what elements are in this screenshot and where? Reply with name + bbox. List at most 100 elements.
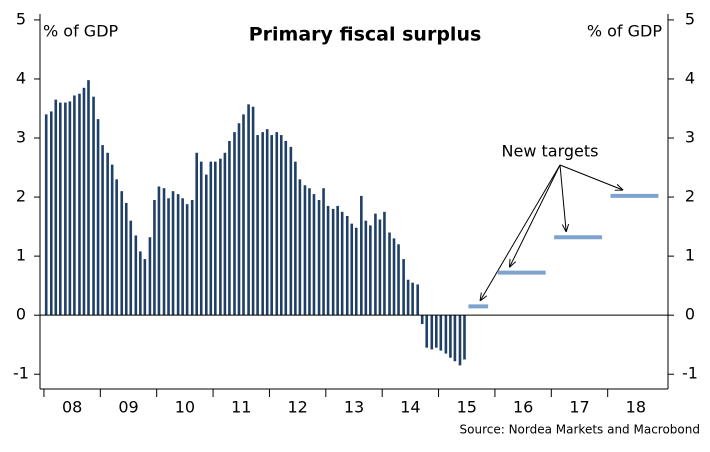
bar bbox=[449, 315, 452, 358]
bar bbox=[340, 211, 344, 316]
bar bbox=[64, 102, 67, 316]
x-tick-label: 09 bbox=[118, 398, 138, 417]
bar bbox=[115, 179, 118, 316]
bar bbox=[392, 238, 396, 316]
y-tick-label: 1 bbox=[685, 246, 695, 265]
bar bbox=[205, 174, 208, 316]
bar bbox=[265, 129, 269, 316]
bar bbox=[336, 205, 339, 316]
bar bbox=[58, 102, 62, 316]
bar bbox=[279, 135, 283, 316]
bar bbox=[110, 164, 114, 316]
bar bbox=[402, 259, 405, 316]
y-axis-label: % of GDP bbox=[587, 22, 663, 41]
bar bbox=[185, 204, 189, 316]
bar bbox=[289, 146, 293, 316]
bar bbox=[171, 191, 175, 316]
bar bbox=[233, 132, 236, 316]
bar bbox=[458, 315, 462, 366]
bar bbox=[73, 95, 76, 316]
bar bbox=[134, 235, 138, 316]
bar bbox=[331, 208, 335, 316]
x-tick-label: 18 bbox=[626, 398, 646, 417]
bar bbox=[129, 220, 133, 316]
chart-title: Primary fiscal surplus bbox=[249, 24, 482, 46]
bar bbox=[354, 227, 358, 316]
y-tick-label: 5 bbox=[685, 9, 695, 28]
bar bbox=[317, 200, 321, 316]
bar bbox=[406, 279, 410, 316]
bar bbox=[430, 315, 434, 350]
bar bbox=[444, 315, 448, 354]
bar bbox=[228, 140, 231, 316]
bar bbox=[345, 215, 349, 316]
y-tick-label: 0 bbox=[16, 305, 26, 324]
bar bbox=[92, 96, 95, 316]
x-tick-label: 13 bbox=[344, 398, 364, 417]
bar bbox=[350, 223, 354, 316]
bar bbox=[439, 315, 443, 351]
bar bbox=[378, 219, 382, 316]
bar bbox=[96, 119, 100, 316]
y-axis-label: % of GDP bbox=[43, 22, 119, 41]
bar bbox=[308, 188, 311, 316]
y-tick-label: 4 bbox=[685, 68, 695, 87]
bar bbox=[425, 315, 429, 348]
bar bbox=[101, 145, 104, 316]
x-tick-label: 11 bbox=[231, 398, 251, 417]
bar bbox=[312, 194, 316, 316]
x-tick-label: 14 bbox=[400, 398, 420, 417]
x-tick-label: 15 bbox=[457, 398, 477, 417]
bar bbox=[416, 284, 420, 316]
arrow bbox=[510, 164, 561, 267]
bar bbox=[435, 315, 438, 348]
bar bbox=[78, 93, 81, 316]
bar bbox=[383, 211, 386, 316]
arrow bbox=[559, 164, 622, 190]
bar bbox=[369, 225, 372, 316]
bar bbox=[237, 123, 241, 316]
source: Source: Nordea Markets and Macrobond bbox=[460, 423, 701, 437]
bar bbox=[190, 200, 194, 316]
x-tick-label: 17 bbox=[569, 398, 589, 417]
bar bbox=[139, 251, 142, 316]
annotation: New targets bbox=[502, 142, 599, 161]
x-tick-label: 10 bbox=[175, 398, 195, 417]
bar bbox=[251, 106, 255, 316]
bar bbox=[44, 114, 48, 316]
x-tick-label: 12 bbox=[287, 398, 307, 417]
bar bbox=[87, 80, 90, 316]
y-tick-label: 4 bbox=[16, 68, 26, 87]
bar bbox=[360, 195, 363, 316]
bar bbox=[120, 191, 124, 316]
y-tick-label: 2 bbox=[16, 187, 26, 206]
bar bbox=[124, 202, 128, 316]
y-tick-label: 5 bbox=[16, 9, 26, 28]
bar bbox=[242, 114, 245, 316]
bar bbox=[247, 104, 250, 316]
x-tick-label: 08 bbox=[62, 398, 82, 417]
x-tick-label: 16 bbox=[513, 398, 533, 417]
y-tick-label: 1 bbox=[16, 246, 26, 265]
bar bbox=[176, 194, 180, 316]
bar bbox=[181, 198, 184, 316]
bar bbox=[68, 101, 72, 316]
bar bbox=[153, 200, 156, 316]
y-tick-label: 0 bbox=[685, 305, 695, 324]
y-tick-label: -1 bbox=[682, 364, 698, 383]
bar bbox=[214, 161, 217, 316]
bar bbox=[463, 315, 466, 360]
y-tick-label: 3 bbox=[16, 128, 26, 147]
bar bbox=[223, 152, 227, 316]
bar bbox=[261, 132, 264, 316]
bar bbox=[374, 213, 377, 316]
bar bbox=[294, 161, 297, 316]
bar bbox=[54, 99, 58, 316]
y-tick-label: -1 bbox=[13, 364, 29, 383]
bar bbox=[209, 161, 213, 316]
bar bbox=[82, 87, 86, 316]
bar bbox=[453, 315, 457, 362]
bar bbox=[199, 161, 203, 316]
bar bbox=[397, 244, 400, 316]
